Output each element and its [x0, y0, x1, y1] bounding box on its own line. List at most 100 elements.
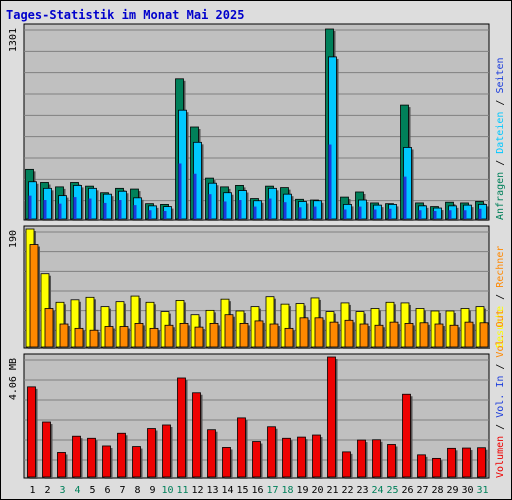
bar-seiten-day-28 [433, 210, 437, 219]
bar-seiten-day-15 [238, 200, 242, 219]
bar-rechner-day-25 [389, 321, 399, 348]
bar-volumen-day-6 [102, 445, 111, 478]
bar-seiten-day-7 [118, 200, 122, 219]
legend-separator: / [495, 94, 506, 112]
bar-rechner-day-22 [344, 319, 354, 348]
x-tick-label-day-29: 29 [446, 485, 458, 496]
x-tick-label-day-14: 14 [221, 485, 233, 496]
legend-bottom: Volumen / Vol. In / Vol. Out [495, 309, 506, 478]
bar-volumen-day-10 [162, 424, 171, 478]
x-tick-label-day-26: 26 [401, 485, 413, 496]
bar-rechner-day-26 [404, 322, 414, 348]
bar-rechner-day-10 [164, 324, 174, 348]
bar-seiten-day-23 [358, 206, 362, 219]
x-tick-label-day-7: 7 [119, 485, 125, 496]
bar-rechner-day-3 [59, 323, 69, 348]
x-tick-label-day-17: 17 [266, 485, 278, 496]
bar-rechner-day-11 [179, 322, 189, 348]
bar-seiten-day-30 [463, 210, 467, 219]
bar-volumen-day-27 [417, 454, 426, 478]
legend-item-rechner: Rechner [495, 246, 506, 288]
bar-volumen-day-19 [297, 436, 306, 478]
legend-item-vol-out: Vol. Out [495, 309, 506, 357]
bar-seiten-day-14 [223, 201, 227, 219]
bar-seiten-day-12 [193, 173, 197, 219]
bar-rechner-day-24 [374, 324, 384, 348]
bar-volumen-day-24 [372, 439, 381, 478]
x-tick-label-day-18: 18 [281, 485, 293, 496]
bar-seiten-day-26 [403, 176, 407, 219]
bar-dateien-day-21 [328, 56, 337, 220]
bar-rechner-day-12 [194, 326, 204, 348]
x-tick-label-day-15: 15 [236, 485, 248, 496]
bar-volumen-day-30 [462, 447, 471, 478]
bar-rechner-day-16 [254, 320, 264, 348]
bar-volumen-day-8 [132, 446, 141, 478]
bar-volumen-day-14 [222, 447, 231, 478]
chart-title: Tages-Statistik im Monat Mai 2025 [6, 8, 245, 22]
bar-seiten-day-10 [163, 210, 167, 219]
bar-rechner-day-19 [299, 317, 309, 348]
bar-volumen-day-1 [27, 386, 36, 478]
bar-seiten-day-20 [313, 206, 317, 219]
bar-volumen-day-3 [57, 452, 66, 478]
bar-rechner-day-13 [209, 322, 219, 348]
bar-rechner-day-20 [314, 317, 324, 348]
legend-separator: / [495, 154, 506, 172]
y-max-label-bottom: 4.06 MB [8, 358, 19, 400]
x-tick-label-day-8: 8 [134, 485, 140, 496]
bar-volumen-day-28 [432, 457, 441, 478]
bar-rechner-day-18 [284, 327, 294, 348]
bar-rechner-day-1 [29, 244, 39, 348]
bar-volumen-day-31 [477, 447, 486, 478]
bar-rechner-day-5 [89, 329, 99, 348]
bar-rechner-day-8 [134, 322, 144, 348]
bar-volumen-day-25 [387, 444, 396, 478]
bar-seiten-day-31 [478, 208, 482, 219]
bar-seiten-day-29 [448, 210, 452, 219]
bar-volumen-day-17 [267, 426, 276, 478]
x-tick-label-day-21: 21 [326, 485, 338, 496]
x-tick-label-day-12: 12 [191, 485, 203, 496]
bar-rechner-day-4 [74, 327, 84, 348]
bar-volumen-day-26 [402, 393, 411, 478]
bar-volumen-day-12 [192, 392, 201, 478]
x-tick-label-day-13: 13 [206, 485, 218, 496]
legend-top: Anfragen / Dateien / Seiten [495, 57, 506, 220]
legend-item-anfragen: Anfragen [495, 172, 506, 220]
bar-seiten-day-19 [298, 207, 302, 219]
bar-volumen-day-5 [87, 437, 96, 478]
bar-rechner-day-9 [149, 327, 159, 348]
bar-seiten-day-16 [253, 206, 257, 219]
x-tick-label-day-28: 28 [431, 485, 443, 496]
x-tick-label-day-24: 24 [371, 485, 383, 496]
x-tick-label-day-30: 30 [461, 485, 473, 496]
bar-seiten-day-25 [388, 208, 392, 219]
bar-seiten-day-27 [418, 210, 422, 219]
bar-seiten-day-5 [88, 198, 92, 219]
bar-seiten-day-18 [283, 202, 287, 219]
x-tick-label-day-31: 31 [476, 485, 488, 496]
x-tick-label-day-5: 5 [89, 485, 95, 496]
x-tick-label-day-2: 2 [44, 485, 50, 496]
bar-rechner-day-30 [464, 321, 474, 348]
x-tick-label-day-23: 23 [356, 485, 368, 496]
x-tick-label-day-11: 11 [176, 485, 188, 496]
bar-rechner-day-14 [224, 314, 234, 348]
bar-rechner-day-29 [449, 324, 459, 348]
x-tick-label-day-25: 25 [386, 485, 398, 496]
bar-volumen-day-16 [252, 441, 261, 478]
bar-volumen-day-11 [177, 377, 186, 478]
bar-rechner-day-6 [104, 326, 114, 348]
x-tick-label-day-6: 6 [104, 485, 110, 496]
x-tick-label-day-27: 27 [416, 485, 428, 496]
bar-rechner-day-28 [434, 323, 444, 348]
bar-volumen-day-9 [147, 428, 156, 478]
bar-volumen-day-23 [357, 439, 366, 478]
bar-volumen-day-21 [327, 356, 336, 478]
bar-seiten-day-8 [133, 205, 137, 219]
bar-seiten-day-2 [43, 200, 47, 219]
bar-rechner-day-21 [329, 321, 339, 348]
bar-seiten-day-17 [268, 198, 272, 219]
